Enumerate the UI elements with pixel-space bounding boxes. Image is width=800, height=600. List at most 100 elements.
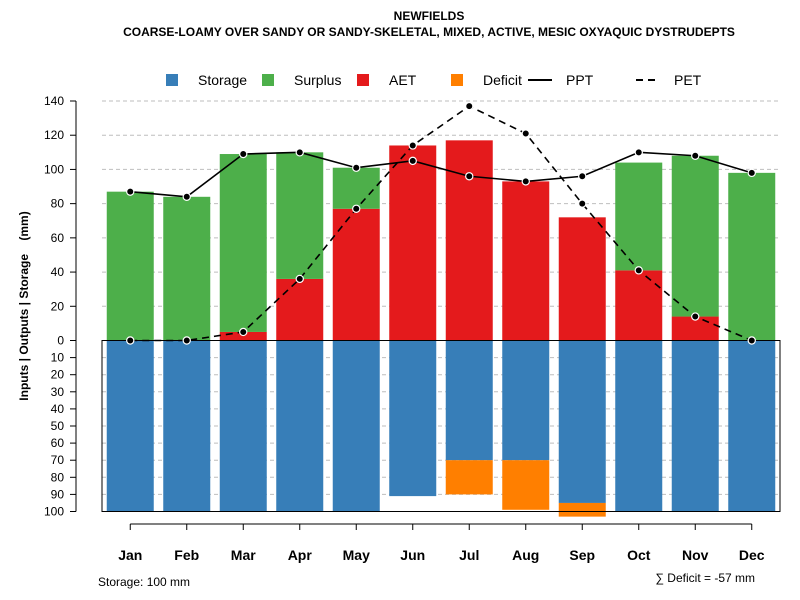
x-axis: Jan Feb Mar Apr May Jun Jul Aug Sep Oct Nov Dec bbox=[118, 523, 765, 563]
y-tick-label-lower-70: 70 bbox=[51, 453, 65, 467]
y-tick-label-upper-100: 100 bbox=[44, 162, 64, 176]
y-tick-label-lower-10: 10 bbox=[51, 351, 65, 365]
bar-storage-jul bbox=[445, 340, 493, 461]
pet-point-oct bbox=[634, 266, 643, 275]
bar-aet-mar bbox=[219, 331, 267, 341]
x-tick-label-dec: Dec bbox=[739, 547, 765, 563]
legend-swatch-deficit bbox=[451, 74, 463, 86]
pet-line bbox=[130, 105, 753, 342]
legend-label-deficit: Deficit bbox=[483, 72, 522, 88]
pet-point-nov bbox=[691, 312, 700, 321]
bar-surplus-mar bbox=[219, 154, 267, 332]
bar-storage-may bbox=[332, 340, 380, 512]
legend-swatch-surplus bbox=[262, 74, 274, 86]
y-tick-label-upper-0: 0 bbox=[57, 334, 64, 348]
bar-surplus-dec bbox=[728, 172, 776, 341]
bar-storage-sep bbox=[558, 340, 606, 503]
pet-point-may bbox=[352, 204, 361, 213]
bar-aet-aug bbox=[502, 181, 550, 341]
lower-panel-border bbox=[101, 340, 781, 512]
y-tick-label-lower-30: 30 bbox=[51, 385, 65, 399]
y-axis: 0 20 40 60 80 100 120 140 10 20 30 40 50 60 70 80 90 100 bbox=[44, 94, 77, 519]
lower-panel-frame bbox=[101, 340, 781, 512]
ppt-point-sep bbox=[578, 172, 587, 181]
chart-title: NEWFIELDS bbox=[394, 9, 465, 23]
y-axis-label: Inputs | Outputs | Storage (mm) bbox=[17, 211, 31, 400]
y-tick-label-lower-50: 50 bbox=[51, 419, 65, 433]
x-tick-label-aug: Aug bbox=[512, 547, 539, 563]
pet-point-jan bbox=[126, 336, 135, 345]
pet-point-feb bbox=[182, 336, 191, 345]
ppt-point-feb bbox=[182, 192, 191, 201]
ppt-point-aug bbox=[521, 177, 530, 186]
legend-label-pet: PET bbox=[674, 72, 702, 88]
deficit-annotation: ∑ Deficit = -57 mm bbox=[655, 571, 755, 585]
y-tick-label-lower-20: 20 bbox=[51, 368, 65, 382]
bar-surplus-apr bbox=[276, 152, 324, 279]
ppt-point-nov bbox=[691, 151, 700, 160]
legend-label-ppt: PPT bbox=[566, 72, 594, 88]
legend-label-surplus: Surplus bbox=[294, 72, 341, 88]
bar-deficit-aug bbox=[502, 460, 550, 510]
legend-swatch-storage bbox=[166, 74, 178, 86]
y-tick-label-lower-90: 90 bbox=[51, 487, 65, 501]
bar-surplus-feb bbox=[163, 196, 211, 341]
bar-aet-may bbox=[332, 208, 380, 341]
pet-point-mar bbox=[239, 327, 248, 337]
ppt-line bbox=[130, 151, 752, 198]
pet-point-sep bbox=[578, 199, 587, 208]
ppt-point-oct bbox=[634, 148, 643, 157]
y-tick-label-lower-100: 100 bbox=[44, 505, 64, 519]
y-tick-label-lower-60: 60 bbox=[51, 436, 65, 450]
bar-aet-jun bbox=[389, 145, 437, 341]
x-tick-label-may: May bbox=[343, 547, 370, 563]
bar-surplus-oct bbox=[615, 162, 663, 271]
x-tick-label-feb: Feb bbox=[174, 547, 199, 563]
x-tick-label-jan: Jan bbox=[118, 547, 142, 563]
bar-aet-apr bbox=[276, 278, 324, 341]
y-tick-label-upper-40: 40 bbox=[51, 265, 65, 279]
bar-surplus-may bbox=[332, 167, 380, 209]
pet-point-aug bbox=[521, 129, 530, 138]
y-tick-label-lower-40: 40 bbox=[51, 402, 65, 416]
x-tick-label-apr: Apr bbox=[288, 547, 313, 563]
y-tick-label-upper-80: 80 bbox=[51, 197, 65, 211]
lines bbox=[126, 101, 756, 345]
bar-storage-oct bbox=[615, 340, 663, 512]
chart-subtitle: COARSE-LOAMY OVER SANDY OR SANDY-SKELETA… bbox=[123, 25, 735, 39]
legend-label-storage: Storage bbox=[198, 72, 247, 88]
ppt-point-may bbox=[352, 163, 361, 172]
x-tick-label-oct: Oct bbox=[627, 547, 651, 563]
x-tick-label-sep: Sep bbox=[569, 547, 595, 563]
bar-surplus-nov bbox=[671, 155, 719, 317]
pet-point-jul bbox=[465, 101, 474, 111]
bar-aet-nov bbox=[671, 316, 719, 341]
x-tick-label-mar: Mar bbox=[231, 547, 256, 563]
bar-storage-feb bbox=[163, 340, 211, 512]
ppt-point-jan bbox=[126, 187, 135, 196]
bar-deficit-sep bbox=[558, 502, 606, 517]
bar-storage-dec bbox=[728, 340, 776, 512]
bar-storage-jan bbox=[106, 340, 154, 512]
bar-aet-sep bbox=[558, 217, 606, 341]
pet-point-apr bbox=[295, 274, 304, 284]
ppt-point-jul bbox=[465, 172, 474, 181]
y-tick-label-upper-140: 140 bbox=[44, 94, 64, 108]
legend-label-aet: AET bbox=[389, 72, 417, 88]
pet-point-jun bbox=[408, 141, 417, 150]
bar-aet-jul bbox=[445, 140, 493, 341]
x-tick-label-nov: Nov bbox=[682, 547, 709, 563]
bar-storage-apr bbox=[276, 340, 324, 512]
y-tick-label-upper-20: 20 bbox=[51, 299, 65, 313]
bars bbox=[106, 140, 776, 517]
y-tick-label-upper-60: 60 bbox=[51, 231, 65, 245]
y-tick-label-lower-80: 80 bbox=[51, 470, 65, 484]
bar-storage-mar bbox=[219, 340, 267, 512]
pet-point-dec bbox=[747, 336, 756, 345]
ppt-point-dec bbox=[747, 168, 756, 178]
y-tick-label-upper-120: 120 bbox=[44, 128, 64, 142]
bar-deficit-jul bbox=[445, 460, 493, 495]
ppt-point-mar bbox=[239, 149, 248, 159]
bar-surplus-jan bbox=[106, 191, 154, 341]
